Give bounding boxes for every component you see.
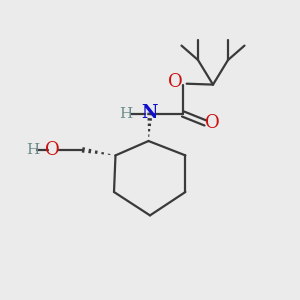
Text: H: H (26, 143, 39, 157)
Text: O: O (205, 114, 220, 132)
Text: O: O (45, 141, 60, 159)
Text: O: O (168, 73, 183, 91)
Text: N: N (142, 104, 158, 122)
Text: H: H (119, 107, 132, 121)
